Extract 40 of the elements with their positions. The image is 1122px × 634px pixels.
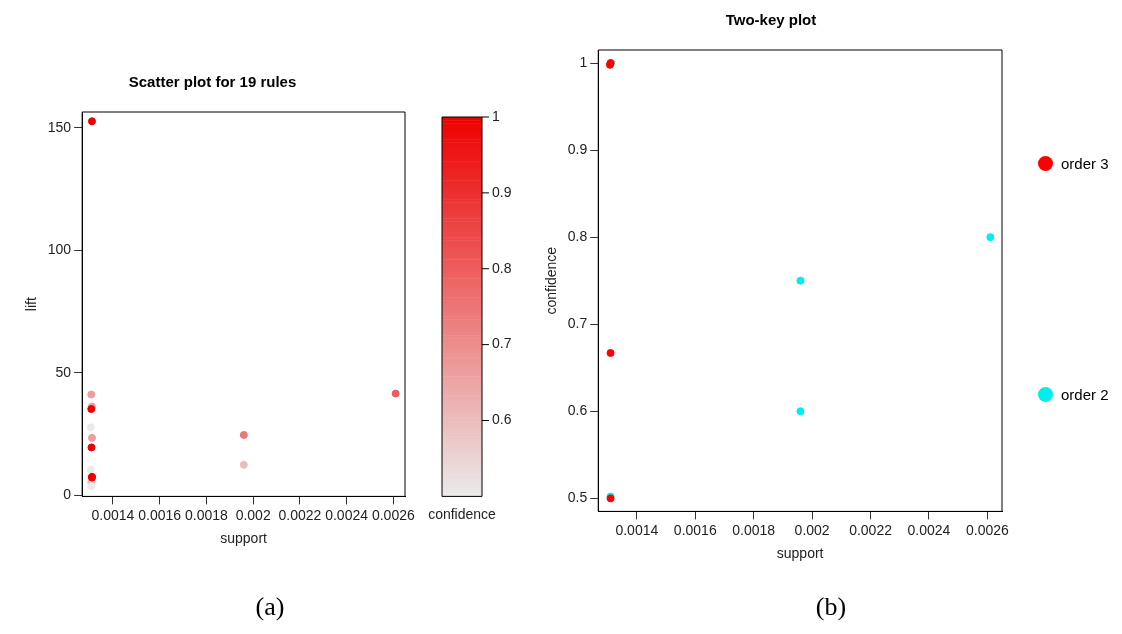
text: (b) xyxy=(814,592,848,622)
x-tick-label: 0.0014 xyxy=(615,521,659,538)
y-tick-label: 0.9 xyxy=(567,140,588,157)
color-bar-title: confidence xyxy=(428,506,497,523)
y-tick-label: 150 xyxy=(47,118,72,135)
x-tick-label: 0.0022 xyxy=(278,506,322,523)
y-axis-title: lift xyxy=(23,297,40,312)
x-tick-label: 0.0018 xyxy=(185,506,229,523)
y-tick-label: 0.7 xyxy=(567,315,588,332)
color-bar-label: 0.6 xyxy=(492,411,512,428)
y-tick-label: 100 xyxy=(47,241,72,258)
x-tick-label: 0.002 xyxy=(794,521,830,538)
x-tick-label: 0.0016 xyxy=(673,521,717,538)
color-bar-label: 0.7 xyxy=(492,335,512,352)
x-tick-label: 0.0026 xyxy=(965,521,1010,538)
x-axis-title: support xyxy=(776,545,824,562)
legend-label: order 2 xyxy=(1061,386,1109,404)
y-tick-label: 0.8 xyxy=(567,228,588,245)
x-tick-label: 0.002 xyxy=(235,506,271,523)
x-tick-label: 0.0024 xyxy=(907,521,951,538)
text: (a) xyxy=(254,592,286,622)
y-tick-label: 0.6 xyxy=(567,402,588,419)
chart-title: Two-key plot xyxy=(725,11,817,29)
y-tick-label: 1 xyxy=(579,53,588,70)
color-bar-label: 0.9 xyxy=(492,183,512,200)
chart-title: Scatter plot for 19 rules xyxy=(128,73,297,91)
color-bar-label: 1 xyxy=(492,107,500,124)
y-axis-title: confidence xyxy=(543,246,560,315)
y-tick-label: 50 xyxy=(55,363,72,380)
x-tick-label: 0.0014 xyxy=(91,506,135,523)
y-tick-label: 0.5 xyxy=(567,489,588,506)
x-tick-label: 0.0024 xyxy=(325,506,369,523)
legend-label: order 3 xyxy=(1061,155,1109,173)
x-tick-label: 0.0018 xyxy=(732,521,776,538)
color-bar-label: 0.8 xyxy=(492,259,512,276)
x-tick-label: 0.0026 xyxy=(371,506,415,523)
x-tick-label: 0.0016 xyxy=(138,506,182,523)
x-axis-title: support xyxy=(220,530,268,547)
x-tick-label: 0.0022 xyxy=(849,521,893,538)
y-tick-label: 0 xyxy=(63,486,72,503)
